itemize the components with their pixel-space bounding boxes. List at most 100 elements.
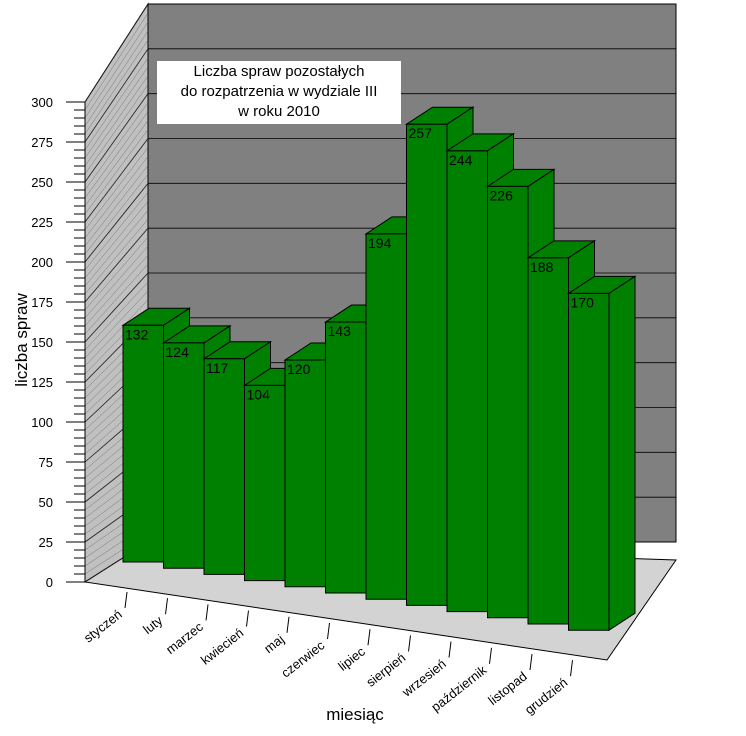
- chart-title: Liczba spraw pozostałych do rozpatrzenia…: [157, 61, 401, 124]
- gridline-side-minor: [84, 102, 149, 191]
- gridline-side-minor: [84, 120, 149, 207]
- gridline-side-minor: [84, 228, 149, 303]
- x-tick: [124, 591, 128, 609]
- gridline-side-minor: [84, 30, 149, 127]
- gridline-side-minor: [84, 129, 149, 215]
- x-tick-label: maj: [261, 631, 287, 656]
- gridline-side-minor: [84, 201, 149, 279]
- x-tick: [205, 604, 209, 621]
- gridline-side-minor: [84, 290, 149, 359]
- x-tick-label: grudzień: [522, 675, 571, 718]
- gridline-side-minor: [84, 21, 149, 119]
- bar-value-label: 226: [490, 187, 514, 203]
- x-tick-label: styczeń: [81, 607, 125, 646]
- bar-value-label: 104: [247, 386, 271, 402]
- gridline-side-minor: [84, 84, 149, 175]
- x-tick: [529, 653, 533, 671]
- bar: 170: [566, 275, 637, 632]
- y-tick-label: 100: [31, 415, 53, 430]
- gridline-side-minor: [84, 111, 149, 199]
- gridline-side-minor: [84, 272, 149, 343]
- gridline-side-minor: [84, 75, 149, 167]
- bar-value-label: 188: [530, 259, 554, 275]
- gridline-side-minor: [84, 12, 149, 111]
- gridline-side-minor: [84, 39, 149, 135]
- x-axis-label: miesiąc: [326, 705, 384, 724]
- y-tick-label: 75: [39, 455, 53, 470]
- bar-value-label: 170: [571, 294, 595, 310]
- gridline-side-minor: [84, 57, 149, 151]
- bar-value-label: 257: [409, 125, 433, 141]
- y-tick-label: 225: [31, 215, 53, 230]
- y-tick-label: 50: [39, 495, 53, 510]
- bar-front: [163, 342, 205, 569]
- gridline-side-minor: [84, 147, 149, 231]
- chart-title-line-1: Liczba spraw pozostałych: [193, 63, 365, 80]
- gridline-side-minor: [84, 245, 149, 319]
- y-tick-label: 300: [31, 95, 53, 110]
- x-tick-label: listopad: [485, 669, 530, 708]
- y-tick-label: 25: [39, 535, 53, 550]
- bar-front: [406, 123, 448, 606]
- bar-front: [122, 324, 164, 563]
- bar-front: [446, 150, 488, 613]
- gridline-side-minor: [84, 281, 149, 351]
- y-tick-label: 250: [31, 175, 53, 190]
- gridline-side-minor: [84, 183, 149, 263]
- bar-front: [244, 384, 286, 582]
- chart-title-line-2: do rozpatrzenia w wydziale III: [180, 83, 378, 100]
- x-tick: [327, 622, 330, 640]
- gridline-side-minor: [84, 174, 149, 255]
- y-tick-label: 200: [31, 255, 53, 270]
- chart-title-line-3: w roku 2010: [238, 103, 320, 120]
- x-tick-label: lipiec: [335, 643, 368, 673]
- gridline-side-minor: [84, 138, 149, 223]
- x-tick-label: kwiecień: [198, 625, 247, 668]
- y-tick-label: 125: [31, 375, 53, 390]
- x-tick: [367, 629, 371, 646]
- bar-value-label: 124: [166, 344, 190, 360]
- gridline-side-minor: [84, 93, 149, 183]
- bar-front: [527, 257, 569, 625]
- y-tick-label: 150: [31, 335, 53, 350]
- bar-front: [365, 233, 407, 600]
- x-tick: [165, 598, 168, 615]
- y-axis-label: liczba spraw: [12, 293, 31, 387]
- bar-front: [568, 292, 610, 631]
- gridline-side-minor: [84, 254, 149, 327]
- bar-value-label: 120: [287, 361, 311, 377]
- bar-value-label: 132: [125, 326, 149, 342]
- gridline-side-minor: [84, 156, 149, 239]
- bar-front: [284, 359, 326, 588]
- y-tick-label: 0: [46, 575, 53, 590]
- bar-front: [203, 358, 245, 575]
- bar-value-label: 244: [449, 152, 473, 168]
- gridline-side-minor: [84, 192, 149, 271]
- x-tick: [408, 635, 411, 652]
- x-tick: [286, 616, 290, 633]
- y-axis: 0 25 50 75 100 125 150 175 200 225 250 275 300: [31, 95, 86, 590]
- gridline-side-minor: [84, 48, 149, 143]
- gridline-side-minor: [84, 299, 149, 367]
- x-tick: [570, 660, 573, 677]
- gridline-side-minor: [84, 210, 149, 287]
- gridline-side-minor: [84, 237, 149, 311]
- gridline-side-minor: [84, 263, 149, 335]
- x-tick: [448, 641, 452, 658]
- gridline-side-minor: [84, 219, 149, 295]
- x-tick-label: sierpień: [363, 650, 408, 690]
- bar-front: [487, 185, 529, 619]
- bar-value-label: 143: [328, 323, 352, 339]
- y-tick-label: 275: [31, 135, 53, 150]
- bar-front: [325, 321, 367, 594]
- y-tick-label: 175: [31, 295, 53, 310]
- bar-side: [608, 275, 636, 632]
- x-tick-label: marzec: [163, 619, 206, 657]
- bar-value-label: 194: [368, 235, 392, 251]
- gridline-side-minor: [84, 3, 149, 103]
- gridline-side-minor: [84, 165, 149, 247]
- x-tick: [246, 610, 249, 627]
- gridline-side-minor: [84, 66, 149, 159]
- x-tick-label: luty: [140, 612, 166, 637]
